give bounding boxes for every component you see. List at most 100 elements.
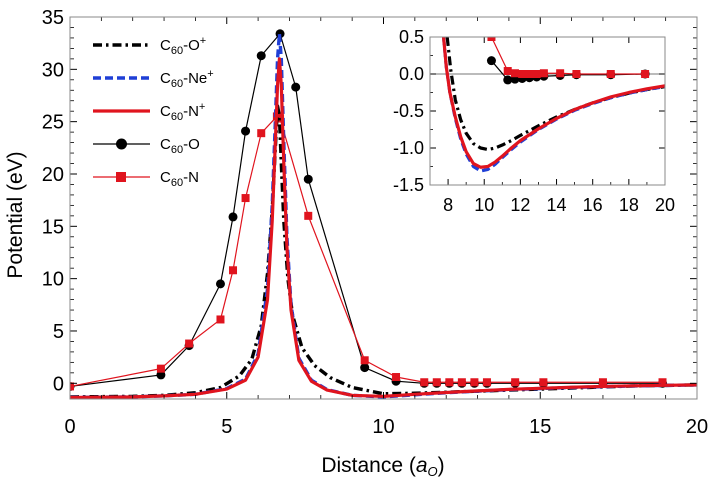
y-tick-label-0: 0	[53, 373, 64, 395]
series-4-point-16	[470, 378, 479, 387]
legend-label-3: C60-O	[160, 136, 200, 156]
inset-series-4-point-7	[556, 69, 565, 78]
x-tick-label-1: 5	[221, 416, 232, 438]
inset-y-tick-label-4: -1.5	[393, 175, 424, 195]
x-tick-label-3: 15	[529, 416, 551, 438]
inset-frame	[429, 36, 666, 186]
inset-series-4-point-6	[539, 69, 548, 78]
y-tick-label-4: 20	[42, 164, 64, 186]
legend-marker-3	[116, 138, 127, 150]
y-tick-label-1: 5	[53, 321, 64, 343]
series-4-point-9	[304, 211, 313, 220]
legend-label-sub: 60	[171, 177, 183, 189]
inset-x-tick-label-4: 16	[583, 195, 603, 215]
y-tick-label-3: 15	[42, 216, 64, 238]
legend-marker-4	[116, 172, 126, 182]
legend-label-species: -N	[183, 103, 199, 120]
series-3-point-8	[291, 82, 301, 92]
inset-x-tick-label-5: 18	[619, 195, 639, 215]
legend-label-base: C	[160, 136, 171, 153]
series-3-point-1	[156, 370, 166, 380]
y-tick-label-7: 35	[42, 7, 64, 29]
legend-label-sup: +	[199, 101, 205, 113]
legend-label-1: C60-Ne+	[160, 68, 214, 90]
series-4-point-20	[598, 378, 607, 387]
main-axes: Potential (eV) Distance (aO) 0 5 10 15 20 0 5 1…	[4, 7, 708, 479]
series-3-point-5	[241, 126, 251, 136]
y-tick-label-2: 10	[42, 269, 64, 291]
series-4-point-14	[445, 378, 454, 387]
inset-y-tick-label-1: 0.0	[399, 64, 424, 84]
inset-series-3-point-0	[486, 56, 496, 66]
inset-series-4-point-9	[606, 70, 615, 78]
legend-label-base: C	[160, 37, 171, 54]
inset-series-4-point-8	[572, 70, 581, 78]
series-4-point-6	[257, 129, 266, 138]
legend-label-4: C60-N	[160, 169, 199, 189]
x-axis-label: Distance (aO)	[321, 454, 444, 479]
inset-series-4-point-1	[503, 67, 512, 76]
legend-label-species: -O	[183, 136, 200, 153]
inset-series-4-point-4	[525, 70, 534, 78]
legend-label-species: -Ne	[183, 70, 207, 87]
series-4-point-15	[457, 378, 466, 387]
inset-series-4-point-3	[518, 70, 527, 78]
inset-x-tick-label-2: 12	[510, 195, 530, 215]
inset-x-tick-label-6: 20	[655, 195, 675, 215]
legend-label-sub: 60	[171, 111, 183, 123]
series-line-2	[70, 57, 697, 399]
x-tick-label-4: 20	[686, 416, 708, 438]
legend-label-base: C	[160, 169, 171, 186]
y-axis-label: Potential (eV)	[4, 151, 27, 278]
series-4-point-5	[241, 194, 250, 203]
series-4-point-1	[156, 364, 165, 373]
legend-label-sub: 60	[171, 144, 183, 156]
series-4-point-18	[511, 378, 520, 387]
inset-series-4-point-5	[532, 70, 541, 78]
series-4-point-0	[70, 382, 74, 391]
legend-label-sub: 60	[171, 45, 183, 57]
inset-plot: 8 10 12 14 16 18 20 0.5 0.0 -0.5 -1.0 -1.5	[393, 27, 675, 215]
x-tick-label-2: 10	[372, 416, 394, 438]
legend-label-species: -O	[183, 37, 200, 54]
series-4-point-19	[539, 378, 548, 387]
inset-y-tick-label-2: -0.5	[393, 101, 424, 121]
series-3-point-9	[303, 174, 313, 184]
legend-label-species: -N	[183, 169, 199, 186]
legend-label-2: C60-N+	[160, 101, 205, 123]
series-3-point-4	[228, 212, 238, 222]
inset-x-tick-label-3: 14	[547, 195, 567, 215]
series-4-point-17	[482, 378, 491, 387]
inset-series-3-point-1	[503, 75, 513, 85]
series-4-point-10	[360, 356, 369, 365]
series-3-point-10	[360, 363, 370, 373]
legend-label-0: C60-O+	[160, 35, 206, 57]
series-4-point-3	[216, 315, 225, 324]
main-plot	[70, 29, 697, 399]
y-tick-label-6: 30	[42, 59, 64, 81]
inset-series-4-point-0	[487, 37, 496, 41]
legend-label-base: C	[160, 103, 171, 120]
legend-label-base: C	[160, 70, 171, 87]
inset-x-tick-label-1: 10	[474, 195, 494, 215]
inset-series-4-point-10	[641, 70, 650, 78]
inset-background	[430, 37, 665, 185]
series-4-point-13	[432, 378, 441, 387]
legend-label-sub: 60	[171, 78, 183, 90]
series-3-point-3	[215, 279, 225, 289]
series-4-point-21	[658, 378, 667, 387]
inset-series-4-point-2	[510, 69, 519, 78]
series-line-3	[70, 33, 663, 388]
inset-y-tick-label-0: 0.5	[399, 27, 424, 47]
series-4-point-4	[229, 266, 238, 275]
series-4-point-2	[185, 339, 194, 348]
series-3-point-7	[275, 29, 285, 39]
legend-label-sup: +	[200, 35, 206, 47]
y-tick-label-5: 25	[42, 112, 64, 134]
x-tick-label-0: 0	[64, 416, 75, 438]
series-3-point-6	[256, 51, 266, 61]
inset-series-line-2	[441, 37, 665, 169]
inset-x-tick-label-0: 8	[443, 195, 453, 215]
